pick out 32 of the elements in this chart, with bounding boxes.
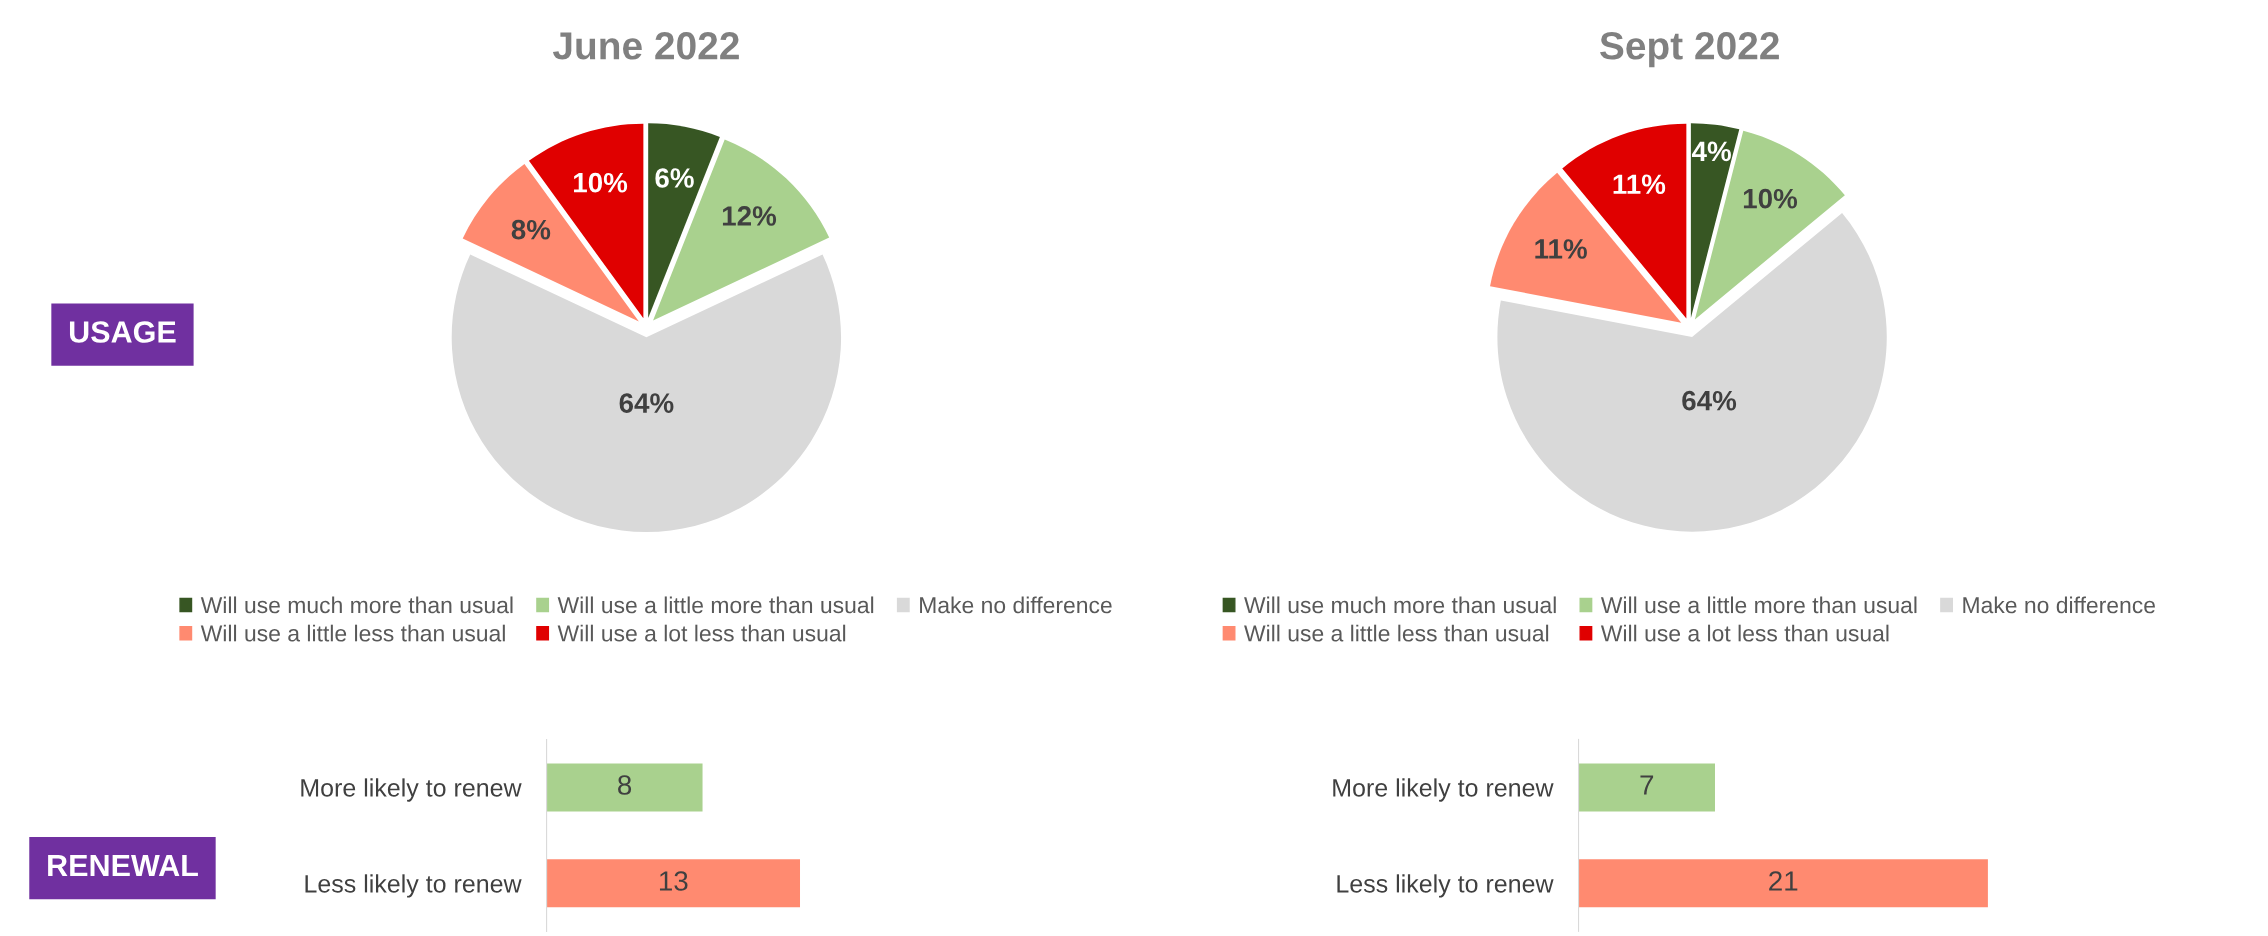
data-label: 12% [722,206,777,226]
legend-label: Will use a little more than usual [1600,596,1917,614]
y-tick-label: Less likely to renew [1337,874,1554,898]
legend-label: Will use a little less than usual [200,624,505,642]
y-tick-label: More likely to renew [301,778,522,802]
data-label: 4% [1691,141,1731,162]
legend-label: Will use much more than usual [200,596,513,614]
data-label: 11% [1535,239,1587,259]
y-tick-label: Less likely to renew [305,874,522,898]
chart-title: June 2022 [552,32,739,60]
y-tick-label: More likely to renew [1333,778,1554,802]
data-label: 11% [1613,174,1666,194]
legend-label: Will use a little less than usual [1244,624,1549,642]
data-label: 8 [618,775,632,795]
data-label: 10% [1743,188,1798,209]
legend-label: Will use a little more than usual [557,596,874,614]
legend-label: Make no difference [920,596,1112,614]
text: RENEWAL [48,855,198,877]
data-label: 7 [1640,775,1654,795]
data-label: 64% [619,393,674,413]
data-label: 10% [574,172,628,193]
text: USAGE [69,321,176,343]
data-label: 21 [1769,871,1798,891]
legend-label: Will use a lot less than usual [1600,624,1889,642]
legend-label: Will use a lot less than usual [557,624,846,642]
data-label: 8% [511,219,551,240]
legend-label: Will use much more than usual [1244,596,1556,614]
data-label: 64% [1682,390,1737,411]
chart-title: Sept 2022 [1599,32,1779,68]
legend-label: Make no difference [1963,596,2155,614]
data-label: 13 [659,871,688,891]
data-label: 6% [655,168,694,188]
